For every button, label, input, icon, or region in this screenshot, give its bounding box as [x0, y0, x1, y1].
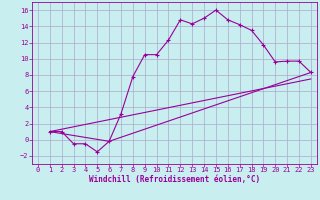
X-axis label: Windchill (Refroidissement éolien,°C): Windchill (Refroidissement éolien,°C) — [89, 175, 260, 184]
